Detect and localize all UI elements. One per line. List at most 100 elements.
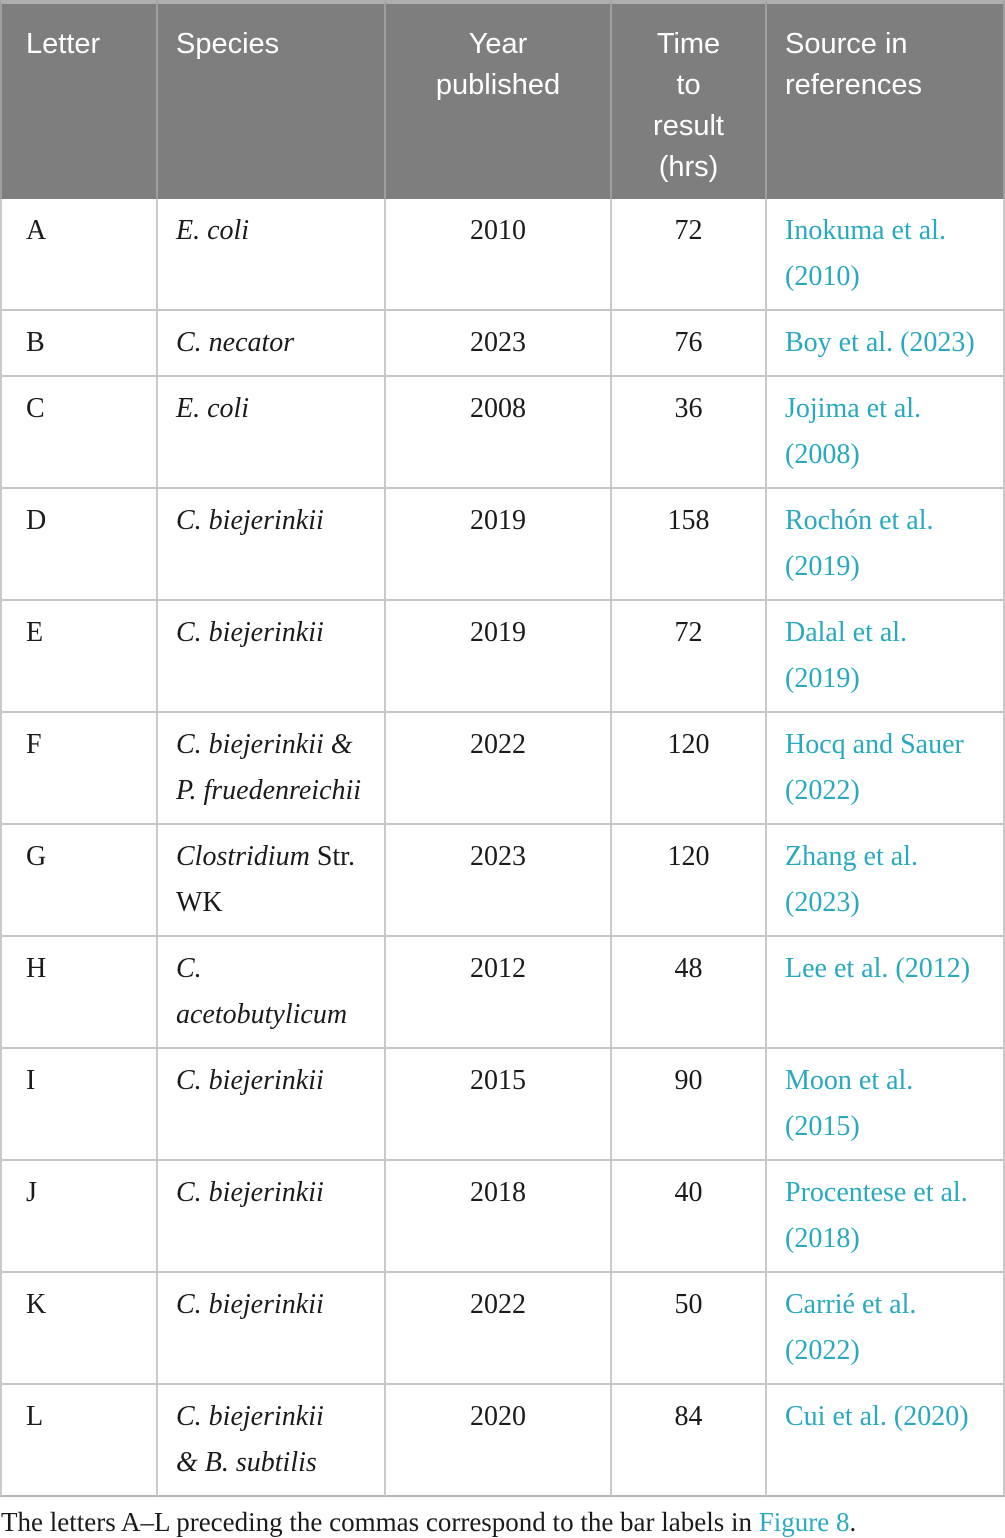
species-name: Clostridium [176, 841, 310, 872]
time-to-result-cell: 72 [612, 199, 767, 311]
species-name: acetobutylicum [176, 999, 348, 1030]
year-published-cell: 2012 [386, 937, 612, 1049]
header-letter: Letter [0, 0, 158, 199]
header-species: Species [158, 0, 386, 199]
letter-cell: L [0, 1385, 158, 1497]
source-link[interactable]: Lee et al. (2012) [785, 953, 971, 984]
species-name: C. [176, 953, 202, 984]
time-to-result-cell: 48 [612, 937, 767, 1049]
species-cell: C. necator [158, 311, 386, 377]
source-link[interactable]: Dalal et al. (2019) [785, 617, 908, 694]
year-published-cell: 2019 [386, 601, 612, 713]
source-link[interactable]: Inokuma et al. (2010) [785, 215, 946, 292]
species-name: P. fruedenreichii [176, 775, 362, 806]
table-row: G Clostridium Str. WK 2023 120 Zhang et al. (2… [0, 825, 1005, 937]
species-cell: C. biejerinkii [158, 601, 386, 713]
time-to-result-cell: 84 [612, 1385, 767, 1497]
year-published-cell: 2008 [386, 377, 612, 489]
footnote-period: . [849, 1507, 857, 1537]
species-cell: Clostridium Str. WK [158, 825, 386, 937]
letter-cell: E [0, 601, 158, 713]
time-to-result-cell: 36 [612, 377, 767, 489]
source-cell: Hocq and Sauer (2022) [767, 713, 1005, 825]
year-published-cell: 2023 [386, 825, 612, 937]
letter-cell: J [0, 1161, 158, 1273]
species-name: E. coli [176, 215, 250, 246]
species-name: C. necator [176, 327, 295, 358]
species-cell: C. biejerinkii & B. subtilis [158, 1385, 386, 1497]
figure-8-link[interactable]: Figure 8 [758, 1507, 850, 1537]
source-link[interactable]: Rochón et al. (2019) [785, 505, 934, 582]
year-published-cell: 2022 [386, 1273, 612, 1385]
source-link[interactable]: Procentese et al. (2018) [785, 1177, 968, 1254]
species-cell: C. biejerinkii [158, 1161, 386, 1273]
species-name: C. biejerinkii [176, 1065, 324, 1096]
header-row: Letter Species Year published Time to re… [0, 0, 1005, 199]
table-row: B C. necator 2023 76 Boy et al. (2023) [0, 311, 1005, 377]
species-name: C. biejerinkii [176, 1177, 324, 1208]
species-name: E. coli [176, 393, 250, 424]
source-link[interactable]: Carrié et al. (2022) [785, 1289, 917, 1366]
time-to-result-cell: 158 [612, 489, 767, 601]
table-row: E C. biejerinkii 2019 72 Dalal et al. (2019) [0, 601, 1005, 713]
table-row: J C. biejerinkii 2018 40 Procentese et al. (2… [0, 1161, 1005, 1273]
species-cell: C. biejerinkii [158, 1273, 386, 1385]
species-cell: C. acetobutylicum [158, 937, 386, 1049]
source-cell: Procentese et al. (2018) [767, 1161, 1005, 1273]
species-name: WK [176, 887, 223, 918]
time-to-result-cell: 120 [612, 825, 767, 937]
species-cell: E. coli [158, 377, 386, 489]
letter-cell: A [0, 199, 158, 311]
table-row: C E. coli 2008 36 Jojima et al. (2008) [0, 377, 1005, 489]
species-cell: C. biejerinkii [158, 489, 386, 601]
source-link[interactable]: Zhang et al. (2023) [785, 841, 918, 918]
header-time-to-result: Time to result (hrs) [612, 0, 767, 199]
table-row: I C. biejerinkii 2015 90 Moon et al. (2015) [0, 1049, 1005, 1161]
letter-cell: H [0, 937, 158, 1049]
references-table: Letter Species Year published Time to re… [0, 0, 1005, 1497]
year-published-cell: 2019 [386, 489, 612, 601]
time-to-result-cell: 90 [612, 1049, 767, 1161]
source-cell: Zhang et al. (2023) [767, 825, 1005, 937]
letter-cell: F [0, 713, 158, 825]
source-cell: Moon et al. (2015) [767, 1049, 1005, 1161]
year-published-cell: 2015 [386, 1049, 612, 1161]
species-cell: C. biejerinkii & P. fruedenreichii [158, 713, 386, 825]
table-body: A E. coli 2010 72 Inokuma et al. (2010) B C. ne… [0, 199, 1005, 1497]
source-link[interactable]: Jojima et al. (2008) [785, 393, 922, 470]
source-cell: Inokuma et al. (2010) [767, 199, 1005, 311]
source-link[interactable]: Cui et al. (2020) [785, 1401, 969, 1432]
table-row: K C. biejerinkii 2022 50 Carrié et al. (2022) [0, 1273, 1005, 1385]
species-name: C. biejerinkii [176, 505, 324, 536]
letter-cell: I [0, 1049, 158, 1161]
time-to-result-cell: 76 [612, 311, 767, 377]
table-row: D C. biejerinkii 2019 158 Rochón et al. (2019… [0, 489, 1005, 601]
table-row: H C. acetobutylicum 2012 48 Lee et al. (2012) [0, 937, 1005, 1049]
table-row: L C. biejerinkii & B. subtilis 2020 84 Cui et… [0, 1385, 1005, 1497]
letter-cell: C [0, 377, 158, 489]
time-to-result-cell: 72 [612, 601, 767, 713]
source-cell: Rochón et al. (2019) [767, 489, 1005, 601]
species-name: C. biejerinkii [176, 1401, 324, 1432]
species-name: C. biejerinkii [176, 1289, 324, 1320]
source-cell: Lee et al. (2012) [767, 937, 1005, 1049]
table-header: Letter Species Year published Time to re… [0, 0, 1005, 199]
source-cell: Jojima et al. (2008) [767, 377, 1005, 489]
time-to-result-cell: 40 [612, 1161, 767, 1273]
source-link[interactable]: Moon et al. (2015) [785, 1065, 914, 1142]
header-source-in-references: Source in references [767, 0, 1005, 199]
year-published-cell: 2023 [386, 311, 612, 377]
letter-cell: G [0, 825, 158, 937]
source-cell: Carrié et al. (2022) [767, 1273, 1005, 1385]
year-published-cell: 2020 [386, 1385, 612, 1497]
year-published-cell: 2018 [386, 1161, 612, 1273]
species-cell: C. biejerinkii [158, 1049, 386, 1161]
source-link[interactable]: Boy et al. (2023) [785, 327, 975, 358]
time-to-result-cell: 50 [612, 1273, 767, 1385]
header-year-published: Year published [386, 0, 612, 199]
species-name: Str. [309, 841, 355, 872]
species-cell: E. coli [158, 199, 386, 311]
source-cell: Boy et al. (2023) [767, 311, 1005, 377]
letter-cell: B [0, 311, 158, 377]
source-link[interactable]: Hocq and Sauer (2022) [785, 729, 964, 806]
